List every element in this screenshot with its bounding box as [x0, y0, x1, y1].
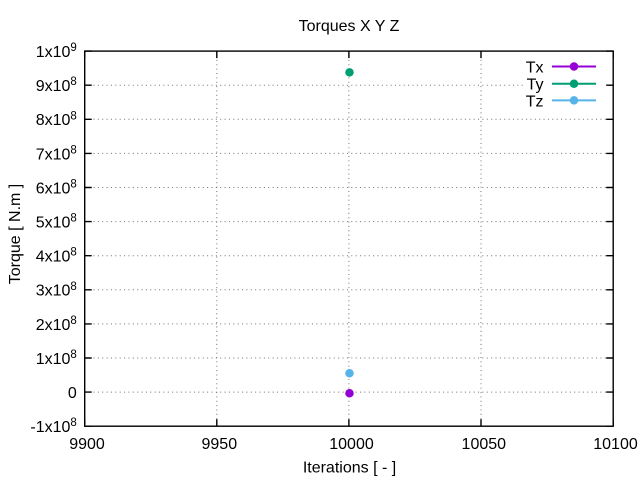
- svg-text:10000: 10000: [329, 436, 374, 453]
- svg-text:Tz: Tz: [526, 93, 544, 110]
- svg-text:Torques X Y Z: Torques X Y Z: [299, 18, 400, 35]
- svg-text:Iterations [ - ]: Iterations [ - ]: [303, 460, 396, 477]
- svg-text:Ty: Ty: [527, 76, 544, 93]
- svg-text:9950: 9950: [202, 436, 238, 453]
- svg-text:10050: 10050: [462, 436, 507, 453]
- svg-text:9900: 9900: [69, 436, 105, 453]
- svg-text:2x108: 2x108: [36, 315, 77, 334]
- svg-text:7x108: 7x108: [36, 144, 77, 163]
- svg-text:10100: 10100: [593, 436, 638, 453]
- svg-text:3x108: 3x108: [36, 281, 77, 300]
- svg-text:0: 0: [68, 385, 77, 402]
- svg-text:4x108: 4x108: [36, 247, 77, 266]
- svg-text:Tx: Tx: [526, 59, 544, 76]
- svg-text:-1x108: -1x108: [30, 417, 76, 436]
- svg-text:1x108: 1x108: [36, 349, 77, 368]
- svg-text:5x108: 5x108: [36, 213, 77, 232]
- svg-text:1x109: 1x109: [36, 42, 77, 61]
- svg-text:6x108: 6x108: [36, 178, 77, 197]
- svg-text:Torque [ N.m ]: Torque [ N.m ]: [7, 184, 24, 284]
- svg-text:9x108: 9x108: [36, 76, 77, 95]
- svg-text:8x108: 8x108: [36, 110, 77, 129]
